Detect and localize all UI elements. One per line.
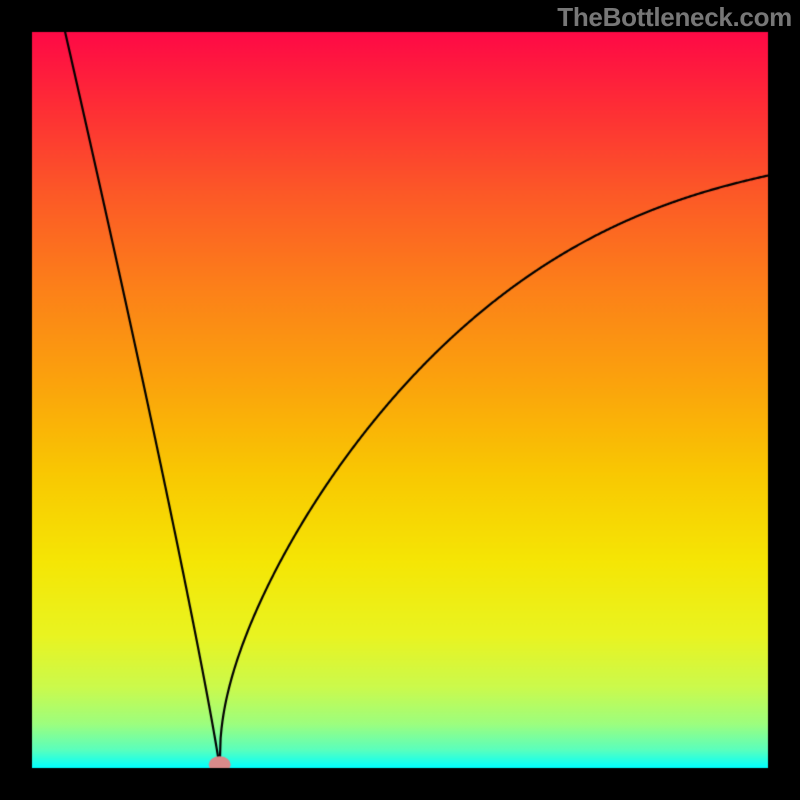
watermark-label: TheBottleneck.com xyxy=(557,2,792,33)
bottleneck-chart xyxy=(0,0,800,800)
